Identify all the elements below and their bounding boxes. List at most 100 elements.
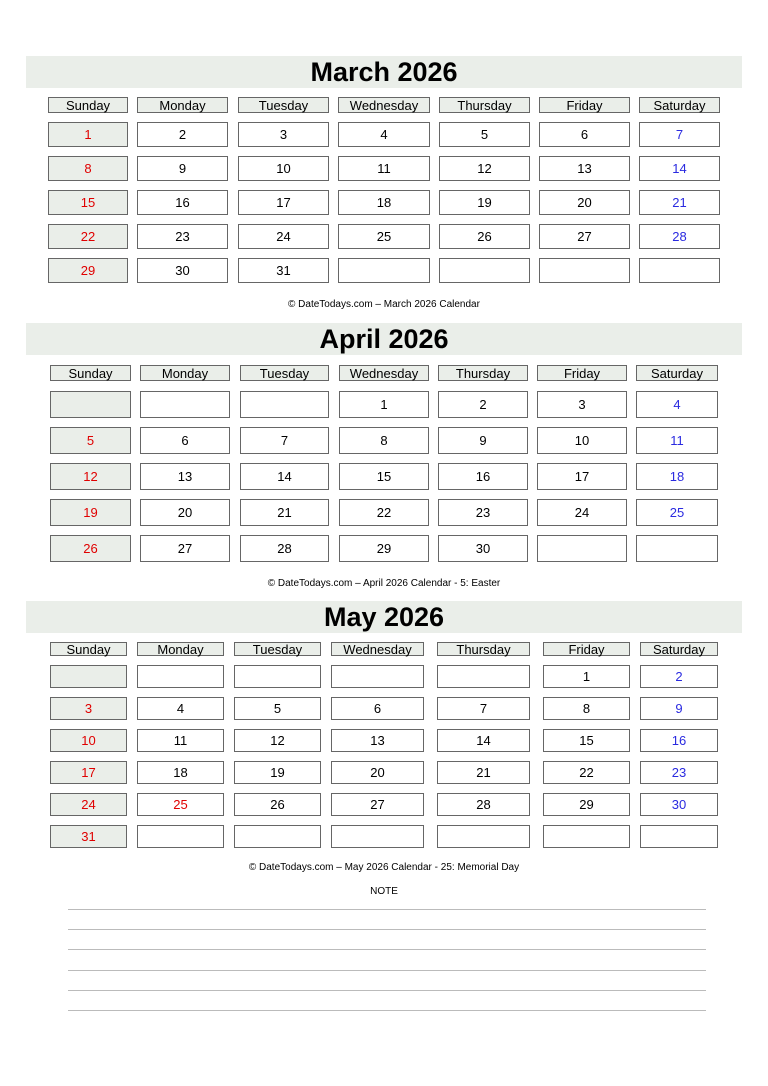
day-cell: 4: [636, 391, 718, 418]
day-cell: 22: [543, 761, 630, 784]
day-cell: 11: [137, 729, 224, 752]
day-cell: 12: [439, 156, 530, 181]
weekday-header: Sunday: [50, 642, 127, 656]
day-cell: 13: [539, 156, 630, 181]
note-label: NOTE: [370, 886, 398, 897]
weekday-header: Saturday: [639, 97, 720, 113]
day-cell: 14: [240, 463, 329, 490]
empty-day-cell: [543, 825, 630, 848]
day-cell: 27: [539, 224, 630, 249]
day-cell: 10: [50, 729, 127, 752]
day-cell: 16: [137, 190, 228, 215]
day-cell: 21: [639, 190, 720, 215]
day-cell: 13: [140, 463, 230, 490]
day-cell: 5: [234, 697, 321, 720]
day-cell: 18: [137, 761, 224, 784]
weekday-header: Sunday: [48, 97, 128, 113]
day-cell: 17: [50, 761, 127, 784]
day-cell: 30: [137, 258, 228, 283]
empty-day-cell: [437, 665, 530, 688]
day-cell: 24: [50, 793, 127, 816]
day-cell: 14: [437, 729, 530, 752]
empty-day-cell: [636, 535, 718, 562]
day-cell: 25: [338, 224, 430, 249]
day-cell: 23: [640, 761, 718, 784]
day-cell: 19: [234, 761, 321, 784]
day-cell: 15: [543, 729, 630, 752]
weekday-header: Thursday: [439, 97, 530, 113]
day-cell: 14: [639, 156, 720, 181]
weekday-header: Monday: [140, 365, 230, 381]
day-cell: 19: [50, 499, 131, 526]
day-cell: 11: [636, 427, 718, 454]
day-cell: 22: [339, 499, 429, 526]
weekday-header: Friday: [543, 642, 630, 656]
day-cell: 29: [48, 258, 128, 283]
day-cell: 24: [537, 499, 627, 526]
day-cell: 7: [240, 427, 329, 454]
day-cell: 13: [331, 729, 424, 752]
empty-day-cell: [338, 258, 430, 283]
day-cell: 8: [339, 427, 429, 454]
day-cell: 19: [439, 190, 530, 215]
day-cell: 18: [338, 190, 430, 215]
day-cell: 18: [636, 463, 718, 490]
day-cell: 28: [639, 224, 720, 249]
empty-day-cell: [639, 258, 720, 283]
empty-day-cell: [50, 665, 127, 688]
weekday-header: Tuesday: [240, 365, 329, 381]
day-cell: 26: [50, 535, 131, 562]
weekday-header: Monday: [137, 642, 224, 656]
day-cell: 12: [50, 463, 131, 490]
day-cell: 30: [438, 535, 528, 562]
day-cell: 5: [50, 427, 131, 454]
day-cell: 1: [48, 122, 128, 147]
note-line: [68, 909, 706, 910]
day-cell: 1: [543, 665, 630, 688]
note-line: [68, 949, 706, 951]
empty-day-cell: [50, 391, 131, 418]
day-cell: 15: [339, 463, 429, 490]
day-cell: 17: [537, 463, 627, 490]
day-cell: 20: [331, 761, 424, 784]
calendar-footer: © DateTodays.com – March 2026 Calendar: [288, 299, 480, 310]
day-cell: 20: [539, 190, 630, 215]
day-cell: 7: [639, 122, 720, 147]
day-cell: 6: [331, 697, 424, 720]
empty-day-cell: [140, 391, 230, 418]
weekday-header: Wednesday: [338, 97, 430, 113]
calendar-footer: © DateTodays.com – May 2026 Calendar - 2…: [248, 862, 520, 873]
day-cell: 25: [137, 793, 224, 816]
day-cell: 2: [137, 122, 228, 147]
day-cell: 29: [339, 535, 429, 562]
day-cell: 3: [50, 697, 127, 720]
note-line: [68, 1010, 706, 1011]
weekday-header: Saturday: [636, 365, 718, 381]
weekday-header: Wednesday: [339, 365, 429, 381]
empty-day-cell: [137, 825, 224, 848]
day-cell: 15: [48, 190, 128, 215]
day-cell: 23: [438, 499, 528, 526]
day-cell: 25: [636, 499, 718, 526]
day-cell: 22: [48, 224, 128, 249]
day-cell: 21: [240, 499, 329, 526]
weekday-header: Monday: [137, 97, 228, 113]
day-cell: 3: [238, 122, 329, 147]
day-cell: 7: [437, 697, 530, 720]
empty-day-cell: [234, 825, 321, 848]
day-cell: 29: [543, 793, 630, 816]
day-cell: 8: [48, 156, 128, 181]
day-cell: 9: [137, 156, 228, 181]
day-cell: 17: [238, 190, 329, 215]
empty-day-cell: [640, 825, 718, 848]
day-cell: 11: [338, 156, 430, 181]
day-cell: 28: [240, 535, 329, 562]
empty-day-cell: [439, 258, 530, 283]
empty-day-cell: [240, 391, 329, 418]
day-cell: 9: [640, 697, 718, 720]
weekday-header: Wednesday: [331, 642, 424, 656]
empty-day-cell: [437, 825, 530, 848]
day-cell: 27: [331, 793, 424, 816]
day-cell: 21: [437, 761, 530, 784]
month-title: March 2026: [26, 56, 742, 88]
